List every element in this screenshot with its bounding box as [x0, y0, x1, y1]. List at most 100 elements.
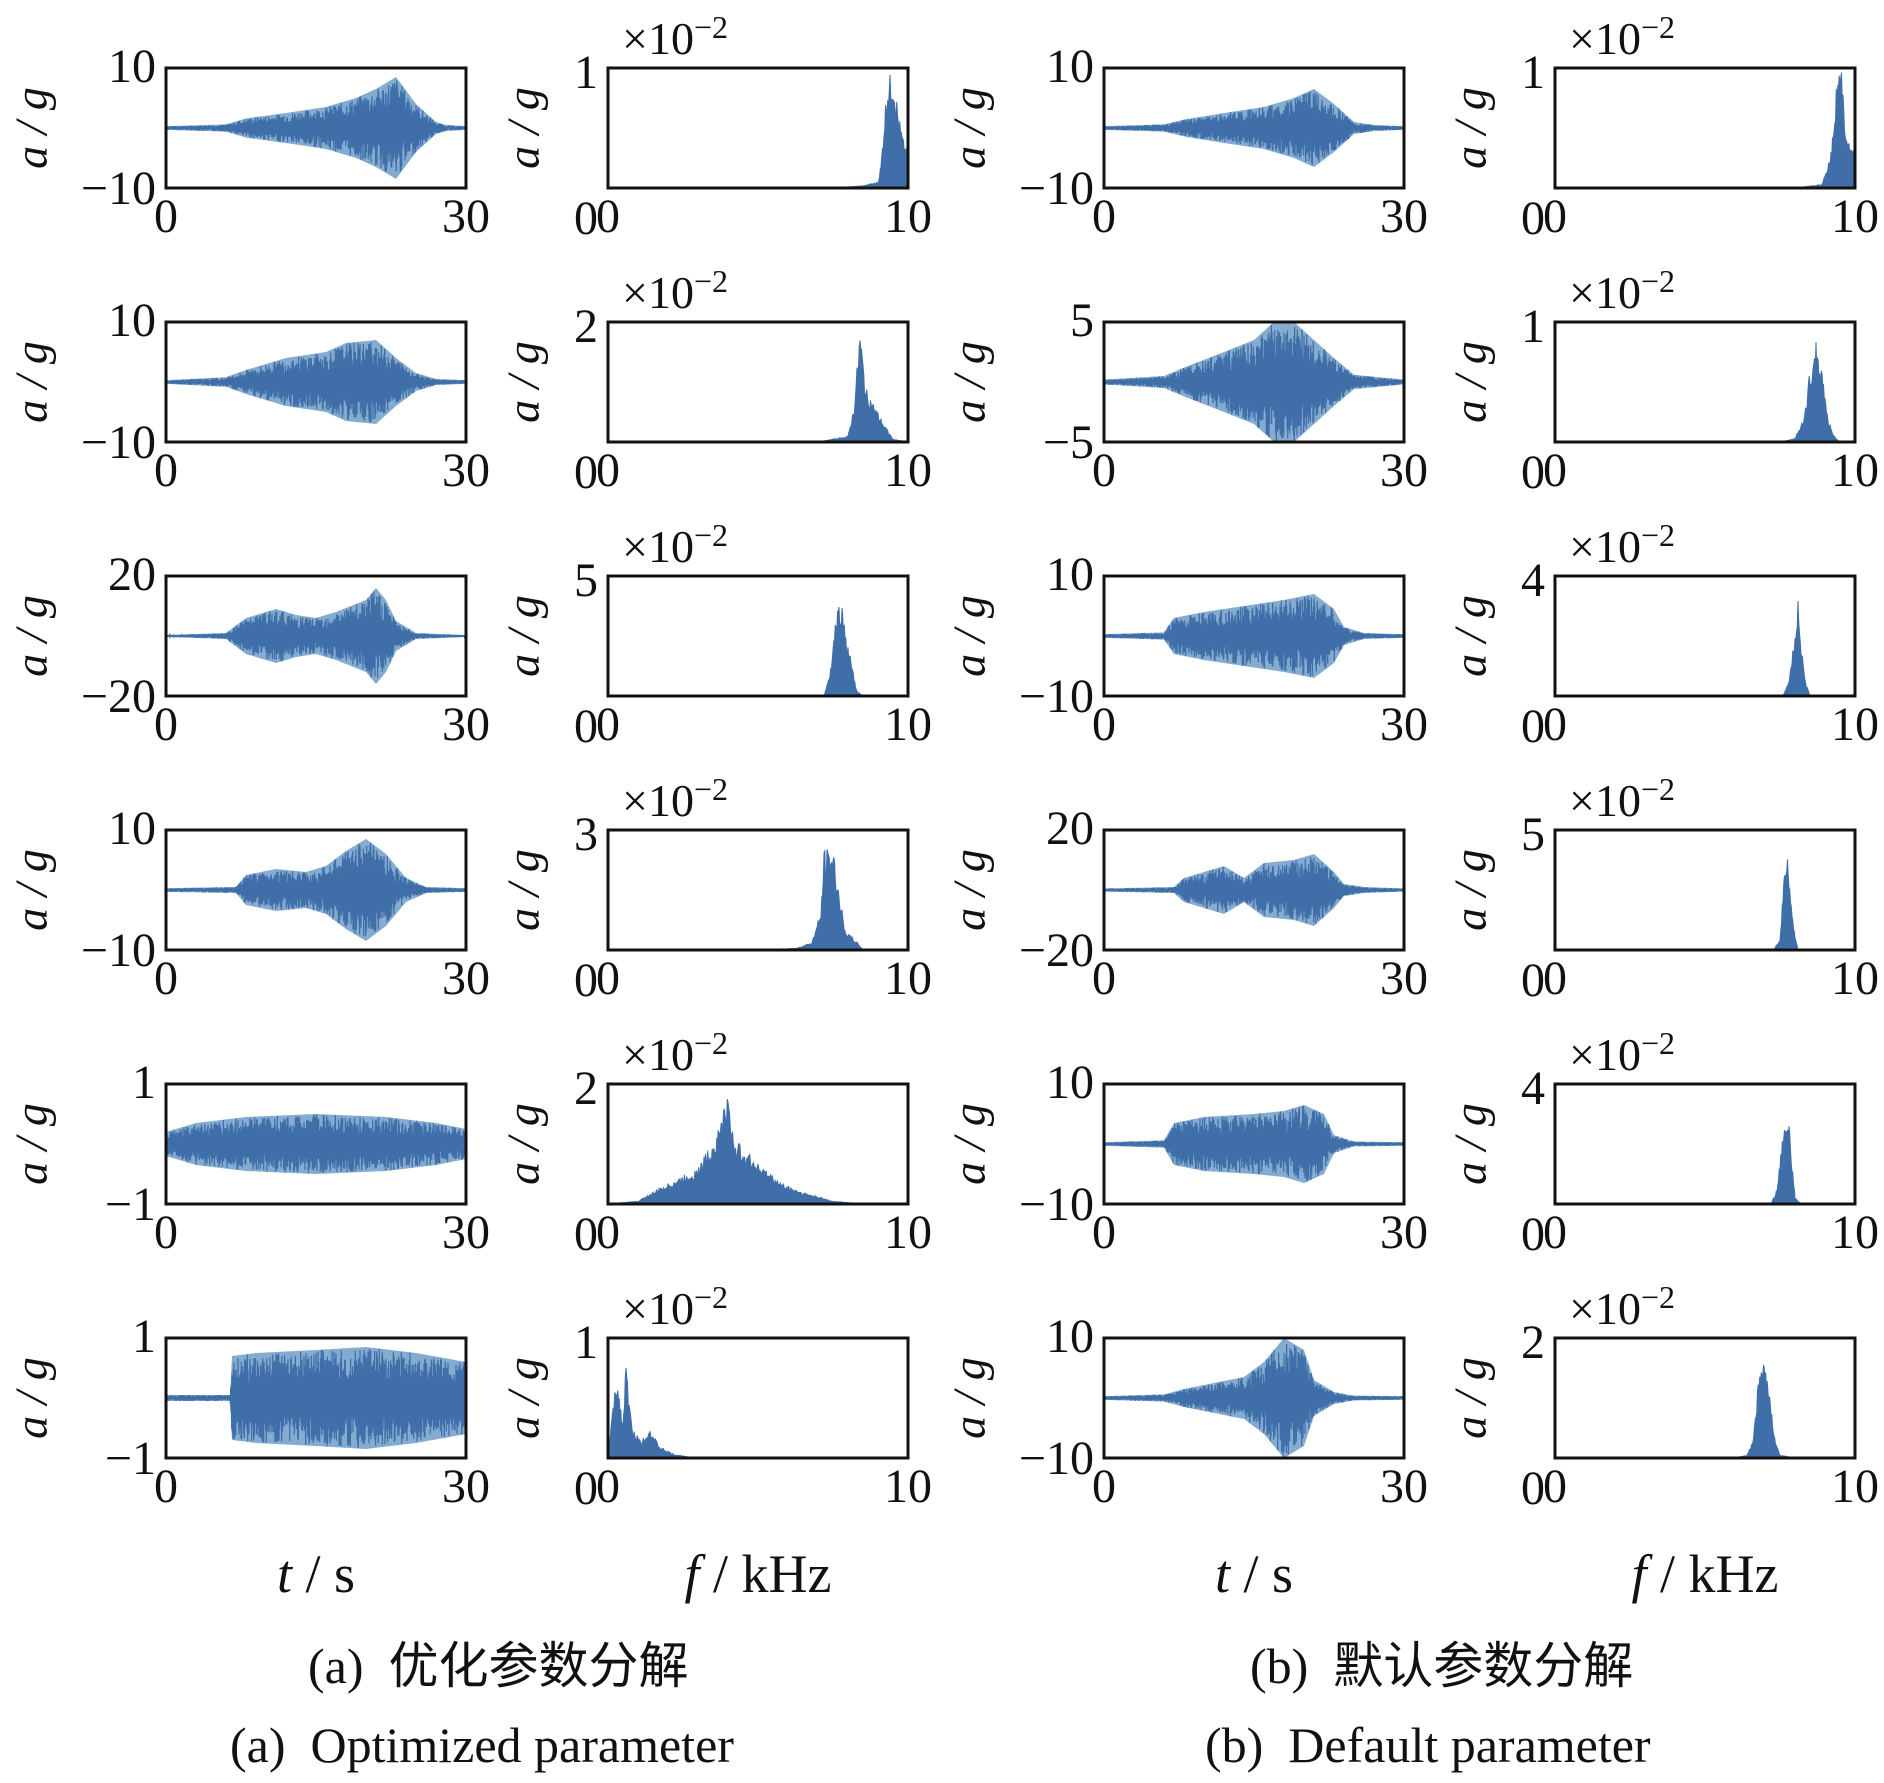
y-tick-label: 4 — [1521, 1062, 1545, 1115]
signal-trace — [1104, 856, 1404, 925]
y-scale-multiplier: ×10−2 — [1569, 1279, 1675, 1334]
y-axis-label: a / g — [944, 1357, 995, 1439]
y-tick-label: 0 — [574, 446, 598, 499]
y-tick-label: 20 — [108, 548, 156, 601]
y-axis-label: a / g — [498, 87, 549, 169]
panel-b-row4-time: 0 30 20 −20 — [1019, 802, 1428, 1005]
y-scale-multiplier: ×10−2 — [622, 771, 728, 826]
axes-frame — [164, 66, 468, 190]
x-tick-label: 0 — [1092, 444, 1116, 497]
y-tick-label: 0 — [574, 1462, 598, 1515]
x-tick-label: 30 — [442, 698, 490, 751]
y-tick-label: 4 — [1521, 554, 1545, 607]
spectrum-fill — [608, 74, 908, 188]
signal-trace — [1104, 324, 1404, 442]
y-scale-multiplier: ×10−2 — [1569, 517, 1675, 572]
y-tick-label: 10 — [1046, 548, 1094, 601]
y-axis-label: a / g — [1445, 849, 1496, 931]
x-tick-label: 10 — [1831, 1460, 1879, 1513]
caption-a-english: (a) Optimized parameter — [230, 1717, 734, 1773]
y-tick-label: 10 — [108, 294, 156, 347]
x-tick-label: 30 — [1380, 698, 1428, 751]
x-tick-label: 0 — [154, 1206, 178, 1259]
x-tick-label: 0 — [596, 444, 620, 497]
y-scale-multiplier: ×10−2 — [1569, 9, 1675, 64]
plot-area — [1555, 1363, 1855, 1458]
spectrum-fill — [1555, 1126, 1855, 1204]
panel-b-row4-spectrum: 0 10 5 0 ×10−2 — [1521, 771, 1879, 1007]
y-axis-label: a / g — [6, 1103, 57, 1185]
x-tick-label: 0 — [596, 190, 620, 243]
y-axis-label: a / g — [1445, 341, 1496, 423]
y-axis-label: a / g — [498, 1357, 549, 1439]
axes-frame — [164, 320, 468, 444]
x-tick-label: 30 — [442, 190, 490, 243]
y-axis-label: a / g — [6, 341, 57, 423]
x-axis-label-freq-a: f / kHz — [685, 1544, 832, 1604]
y-tick-label: 10 — [1046, 1310, 1094, 1363]
spectrum-fill — [1555, 859, 1855, 950]
panel-a-row4-spectrum: 0 10 3 0 ×10−2 — [574, 771, 932, 1007]
y-scale-multiplier: ×10−2 — [1569, 771, 1675, 826]
panel-a-row3-time: 0 30 20 −20 — [81, 548, 490, 751]
x-tick-label: 30 — [1380, 1460, 1428, 1513]
x-tick-label: 0 — [1543, 698, 1567, 751]
plot-area — [1104, 1105, 1404, 1183]
panel-b-row5-time: 0 30 10 −10 — [1019, 1056, 1428, 1259]
x-tick-label: 10 — [884, 952, 932, 1005]
plot-area — [1555, 72, 1855, 188]
y-tick-label: 1 — [1521, 300, 1545, 353]
y-tick-label: 2 — [574, 300, 598, 353]
axes-frame — [1102, 1336, 1406, 1460]
x-tick-label: 10 — [884, 444, 932, 497]
axes-frame — [1102, 320, 1406, 444]
y-tick-label: −10 — [1019, 162, 1094, 215]
y-tick-label: 3 — [574, 808, 598, 861]
spectrum-fill — [608, 849, 908, 950]
axes-frame — [1553, 66, 1857, 190]
x-tick-label: 0 — [154, 952, 178, 1005]
plot-area — [1555, 1126, 1855, 1204]
x-axis-label-freq-b: f / kHz — [1632, 1544, 1779, 1604]
plot-area — [1555, 601, 1855, 696]
plot-area — [166, 1347, 466, 1449]
y-tick-label: −10 — [1019, 670, 1094, 723]
panel-b-row5-spectrum: 0 10 4 0 ×10−2 — [1521, 1025, 1879, 1261]
x-tick-label: 10 — [884, 1460, 932, 1513]
y-tick-label: −10 — [81, 924, 156, 977]
plot-area — [608, 849, 908, 950]
spectrum-fill — [1555, 601, 1855, 696]
x-tick-label: 0 — [596, 1206, 620, 1259]
x-tick-label: 10 — [1831, 190, 1879, 243]
y-tick-label: 2 — [1521, 1316, 1545, 1369]
spectrum-fill — [608, 340, 908, 442]
x-tick-label: 0 — [154, 190, 178, 243]
x-tick-label: 0 — [1543, 1206, 1567, 1259]
axes-frame — [1553, 320, 1857, 444]
y-tick-label: 0 — [1521, 1462, 1545, 1515]
x-tick-label: 0 — [154, 444, 178, 497]
axes-frame — [164, 1336, 468, 1460]
y-axis-label: a / g — [944, 1103, 995, 1185]
x-axis-label-time-a: t / s — [277, 1544, 355, 1604]
x-tick-label: 30 — [442, 1460, 490, 1513]
y-scale-multiplier: ×10−2 — [1569, 263, 1675, 318]
y-axis-label: a / g — [6, 595, 57, 677]
x-tick-label: 10 — [1831, 444, 1879, 497]
x-tick-label: 30 — [1380, 1206, 1428, 1259]
plot-area — [166, 1114, 466, 1174]
x-tick-label: 30 — [1380, 190, 1428, 243]
panel-b-row2-time: 0 30 5 −5 — [1043, 294, 1428, 497]
signal-trace — [166, 80, 466, 172]
signal-trace — [166, 591, 466, 678]
axes-frame — [606, 66, 910, 190]
x-tick-label: 10 — [884, 190, 932, 243]
y-tick-label: 1 — [574, 46, 598, 99]
x-tick-label: 0 — [1543, 190, 1567, 243]
signal-trace — [1104, 1105, 1404, 1182]
